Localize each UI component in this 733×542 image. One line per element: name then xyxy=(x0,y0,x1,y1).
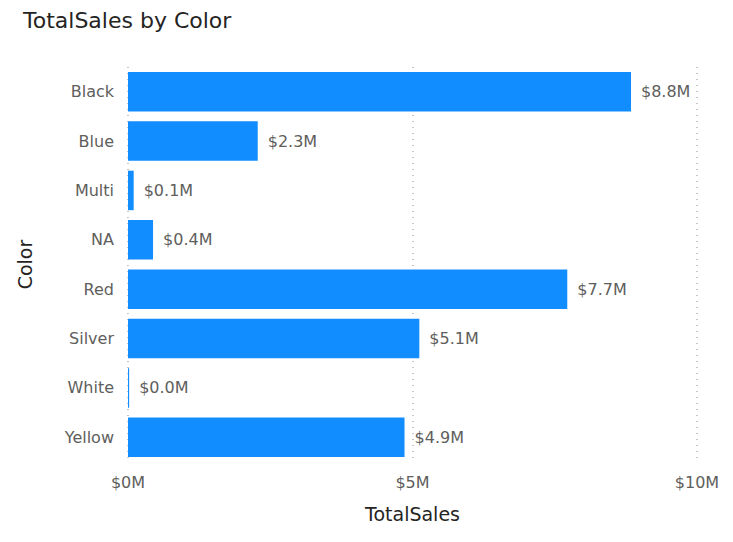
svg-text:$7.7M: $7.7M xyxy=(577,280,626,299)
svg-text:NA: NA xyxy=(91,230,114,249)
svg-text:$5.1M: $5.1M xyxy=(429,329,478,348)
svg-text:$0.4M: $0.4M xyxy=(163,230,212,249)
svg-text:Yellow: Yellow xyxy=(64,428,114,447)
svg-text:Multi: Multi xyxy=(75,181,114,200)
svg-text:$4.9M: $4.9M xyxy=(415,428,464,447)
svg-text:$0.0M: $0.0M xyxy=(139,378,188,397)
svg-text:Blue: Blue xyxy=(79,132,114,151)
svg-text:Color: Color xyxy=(14,240,36,290)
svg-text:TotalSales: TotalSales xyxy=(364,503,460,525)
svg-text:$2.3M: $2.3M xyxy=(268,132,317,151)
svg-text:TotalSales by Color: TotalSales by Color xyxy=(22,8,232,33)
svg-text:Black: Black xyxy=(71,82,115,101)
svg-text:$10M: $10M xyxy=(675,473,719,492)
svg-text:Silver: Silver xyxy=(69,329,114,348)
svg-text:Red: Red xyxy=(84,280,114,299)
svg-text:$0.1M: $0.1M xyxy=(144,181,193,200)
svg-text:$5M: $5M xyxy=(395,473,429,492)
svg-text:$0M: $0M xyxy=(111,473,145,492)
svg-text:$8.8M: $8.8M xyxy=(641,82,690,101)
svg-text:White: White xyxy=(67,378,114,397)
